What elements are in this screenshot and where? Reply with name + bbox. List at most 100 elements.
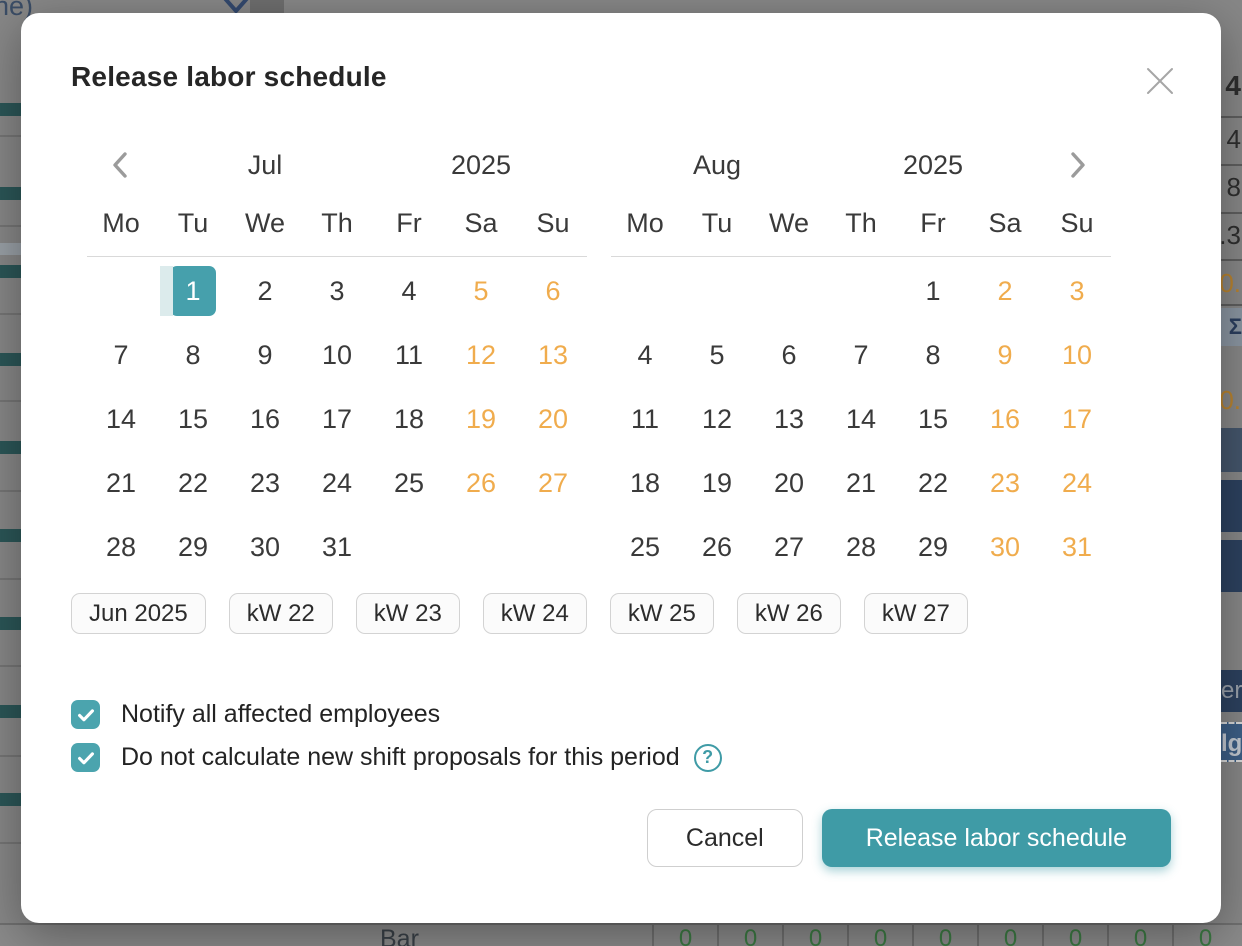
week-row: 14 15 16 17 18 19 20 xyxy=(85,387,589,451)
day-cell[interactable]: 21 xyxy=(845,467,877,498)
month-name: Aug xyxy=(692,149,742,180)
empty-day-cell xyxy=(753,259,825,323)
day-cell[interactable]: 30 xyxy=(989,531,1021,562)
day-cell[interactable]: 8 xyxy=(185,339,201,370)
checkbox-checked[interactable] xyxy=(71,700,100,729)
day-cell[interactable]: 9 xyxy=(257,339,273,370)
day-cell[interactable]: 31 xyxy=(321,531,353,562)
background-value: 8 xyxy=(1226,172,1241,202)
week-chip[interactable]: kW 26 xyxy=(736,593,841,634)
day-cell[interactable]: 6 xyxy=(545,275,561,306)
calendar-month: Aug 2025 Mo Tu We Th Fr Sa Su 1 2 3 4 5 6 7 8 9 10 11 12 13 14… xyxy=(609,135,1113,579)
day-cell[interactable]: 1 xyxy=(157,259,229,323)
day-cell[interactable]: 15 xyxy=(177,403,209,434)
day-cell[interactable]: 23 xyxy=(249,467,281,498)
checkbox-checked[interactable] xyxy=(71,743,100,772)
release-button[interactable]: Release labor schedule xyxy=(821,809,1171,867)
release-schedule-modal: Release labor schedule Jul 2025 Mo Tu We Th Fr… xyxy=(21,13,1221,923)
day-cell[interactable]: 2 xyxy=(997,275,1013,306)
day-cell[interactable]: 4 xyxy=(637,339,653,370)
close-icon[interactable] xyxy=(1143,65,1177,99)
week-row: 4 5 6 7 8 9 10 xyxy=(609,323,1113,387)
day-cell[interactable]: 20 xyxy=(773,467,805,498)
day-cell[interactable]: 22 xyxy=(177,467,209,498)
empty-day-cell xyxy=(445,515,517,579)
day-cell[interactable]: 9 xyxy=(997,339,1013,370)
day-cell[interactable]: 5 xyxy=(473,275,489,306)
day-cell[interactable]: 28 xyxy=(845,531,877,562)
day-cell[interactable]: 25 xyxy=(629,531,661,562)
day-cell[interactable]: 5 xyxy=(709,339,725,370)
day-cell[interactable]: 23 xyxy=(989,467,1021,498)
day-cell[interactable]: 19 xyxy=(701,467,733,498)
week-chip[interactable]: kW 27 xyxy=(863,593,968,634)
weekday-divider xyxy=(87,256,587,257)
weekday-label: Fr xyxy=(920,207,946,238)
next-month-icon[interactable] xyxy=(1041,135,1113,195)
day-cell[interactable]: 2 xyxy=(257,275,273,306)
day-cell[interactable]: 28 xyxy=(105,531,137,562)
day-cell[interactable]: 11 xyxy=(630,403,660,434)
help-icon[interactable]: ? xyxy=(693,743,722,772)
day-cell[interactable]: 1 xyxy=(925,275,941,306)
day-cell[interactable]: 12 xyxy=(465,339,497,370)
option-label[interactable]: Notify all affected employees xyxy=(121,700,441,728)
day-cell[interactable]: 13 xyxy=(537,339,569,370)
selected-day: 1 xyxy=(170,266,216,316)
day-cell[interactable]: 22 xyxy=(917,467,949,498)
week-chip[interactable]: kW 25 xyxy=(609,593,714,634)
day-cell[interactable]: 30 xyxy=(249,531,281,562)
day-cell[interactable]: 17 xyxy=(1061,403,1093,434)
background-value: 0. xyxy=(1219,385,1241,415)
background-zero-cell: 0 xyxy=(912,925,977,946)
day-cell[interactable]: 27 xyxy=(773,531,805,562)
day-cell[interactable]: 3 xyxy=(1069,275,1085,306)
day-cell[interactable]: 26 xyxy=(701,531,733,562)
day-cell[interactable]: 13 xyxy=(773,403,805,434)
background-value: 0. xyxy=(1219,268,1241,298)
day-cell[interactable]: 31 xyxy=(1061,531,1093,562)
day-cell[interactable]: 17 xyxy=(321,403,353,434)
day-cell[interactable]: 18 xyxy=(393,403,425,434)
day-cell[interactable]: 24 xyxy=(1061,467,1093,498)
day-cell[interactable]: 29 xyxy=(917,531,949,562)
month-header: Aug 2025 xyxy=(609,135,1113,195)
week-chip[interactable]: kW 23 xyxy=(355,593,460,634)
day-cell[interactable]: 4 xyxy=(401,275,417,306)
day-cell[interactable]: 10 xyxy=(321,339,353,370)
day-cell[interactable]: 27 xyxy=(537,467,569,498)
day-cell[interactable]: 7 xyxy=(853,339,869,370)
day-cell[interactable]: 3 xyxy=(329,275,345,306)
background-zero-cell: 0 xyxy=(782,925,847,946)
day-cell[interactable]: 14 xyxy=(845,403,877,434)
day-cell[interactable]: 11 xyxy=(394,339,424,370)
day-cell[interactable]: 16 xyxy=(989,403,1021,434)
week-chip[interactable]: kW 22 xyxy=(228,593,333,634)
day-cell[interactable]: 16 xyxy=(249,403,281,434)
day-cell[interactable]: 19 xyxy=(465,403,497,434)
prev-month-icon[interactable] xyxy=(85,135,157,195)
day-cell[interactable]: 8 xyxy=(925,339,941,370)
option-label[interactable]: Do not calculate new shift proposals for… xyxy=(121,743,680,771)
weekday-label: Sa xyxy=(464,207,498,238)
day-cell[interactable]: 12 xyxy=(701,403,733,434)
background-zero-cell: 0 xyxy=(977,925,1042,946)
day-cell[interactable]: 6 xyxy=(781,339,797,370)
day-cell[interactable]: 15 xyxy=(917,403,949,434)
day-cell[interactable]: 10 xyxy=(1061,339,1093,370)
day-cell[interactable]: 7 xyxy=(113,339,129,370)
day-cell[interactable]: 20 xyxy=(537,403,569,434)
day-cell[interactable]: 14 xyxy=(105,403,137,434)
cancel-button[interactable]: Cancel xyxy=(646,809,803,867)
day-cell[interactable]: 18 xyxy=(629,467,661,498)
day-cell[interactable]: 26 xyxy=(465,467,497,498)
day-cell[interactable]: 21 xyxy=(105,467,137,498)
week-row: 1 2 3 4 5 6 xyxy=(85,259,589,323)
day-cell[interactable]: 24 xyxy=(321,467,353,498)
day-cell[interactable]: 25 xyxy=(393,467,425,498)
week-chip[interactable]: kW 24 xyxy=(482,593,587,634)
week-chip[interactable]: Jun 2025 xyxy=(71,593,206,634)
month-year: 2025 xyxy=(450,149,512,180)
day-cell[interactable]: 29 xyxy=(177,531,209,562)
